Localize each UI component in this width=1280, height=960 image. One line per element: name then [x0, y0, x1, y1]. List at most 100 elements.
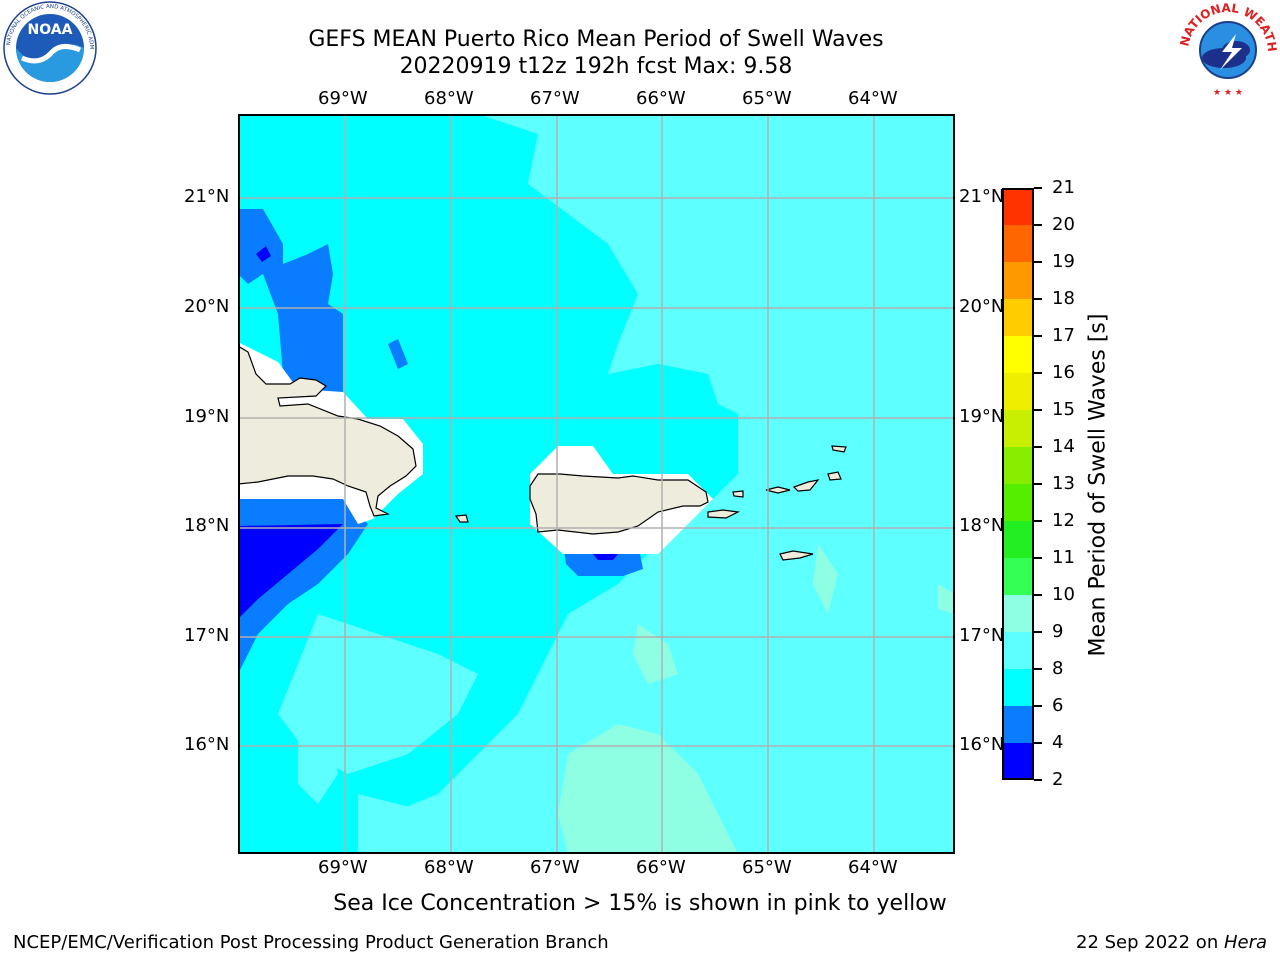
colorbar-segment — [1002, 743, 1034, 780]
colorbar-tick-mark — [1034, 187, 1042, 189]
lon-label-top: 66°W — [636, 88, 686, 109]
colorbar-tick-mark — [1034, 520, 1042, 522]
st-thomas-land — [765, 486, 791, 494]
lat-label-left: 17°N — [184, 625, 230, 646]
colorbar-tick-label: 11 — [1052, 547, 1075, 568]
colorbar-tick-label: 2 — [1052, 769, 1064, 790]
map-frame — [238, 114, 955, 854]
lon-label-top: 69°W — [318, 88, 368, 109]
lat-label-right: 16°N — [959, 734, 1005, 755]
colorbar-tick-label: 18 — [1052, 288, 1075, 309]
sea-ice-note: Sea Ice Concentration > 15% is shown in … — [333, 891, 947, 916]
colorbar-tick-label: 21 — [1052, 177, 1075, 198]
colorbar-segment — [1002, 262, 1034, 299]
colorbar-tick-label: 13 — [1052, 473, 1075, 494]
svg-text:★ ★ ★: ★ ★ ★ — [1213, 88, 1243, 98]
lon-label-top: 68°W — [424, 88, 474, 109]
colorbar-segment — [1002, 595, 1034, 632]
colorbar-segment — [1002, 336, 1034, 373]
colorbar-segment — [1002, 632, 1034, 669]
colorbar-segment — [1002, 447, 1034, 484]
colorbar-tick-label: 17 — [1052, 325, 1075, 346]
map-panel — [237, 114, 955, 854]
lon-label-bottom: 65°W — [742, 857, 792, 878]
footer-date-text: 22 Sep 2022 on — [1076, 932, 1224, 953]
puerto-rico-land — [529, 473, 709, 535]
colorbar-tick-label: 6 — [1052, 695, 1064, 716]
footer-date: 22 Sep 2022 on Hera — [1076, 932, 1267, 954]
colorbar-tick-mark — [1034, 409, 1042, 411]
colorbar-tick-mark — [1034, 224, 1042, 226]
colorbar-tick-mark — [1034, 668, 1042, 670]
hispaniola-land — [237, 344, 417, 517]
lon-label-bottom: 64°W — [848, 857, 898, 878]
colorbar-tick-mark — [1034, 705, 1042, 707]
colorbar-segment — [1002, 521, 1034, 558]
colorbar-tick-label: 4 — [1052, 732, 1064, 753]
colorbar-tick-label: 9 — [1052, 621, 1064, 642]
colorbar-segment — [1002, 669, 1034, 706]
colorbar-tick-mark — [1034, 557, 1042, 559]
colorbar-tick-mark — [1034, 631, 1042, 633]
colorbar-tick-mark — [1034, 594, 1042, 596]
colorbar-tick-mark — [1034, 261, 1042, 263]
colorbar-segment — [1002, 299, 1034, 336]
st-john-land — [792, 479, 820, 492]
lat-label-right: 18°N — [959, 515, 1005, 536]
swell-8-9-regions — [278, 114, 955, 854]
footer-host: Hera — [1223, 932, 1267, 953]
colorbar-tick-label: 16 — [1052, 362, 1075, 383]
noaa-logo: NOAA NATIONAL OCEANIC AND ATMOSPHERIC AD… — [0, 0, 105, 100]
colorbar-tick-mark — [1034, 372, 1042, 374]
colorbar — [1002, 188, 1034, 780]
nws-logo: NATIONAL WEATHER SERVICE ★ ★ ★ — [1173, 0, 1280, 100]
colorbar-segment — [1002, 373, 1034, 410]
colorbar-tick-label: 14 — [1052, 436, 1075, 457]
lon-label-bottom: 69°W — [318, 857, 368, 878]
colorbar-tick-label: 10 — [1052, 584, 1075, 605]
colorbar-tick-mark — [1034, 298, 1042, 300]
chart-title-line1: GEFS MEAN Puerto Rico Mean Period of Swe… — [308, 27, 884, 52]
lat-label-left: 20°N — [184, 296, 230, 317]
colorbar-tick-label: 8 — [1052, 658, 1064, 679]
colorbar-tick-mark — [1034, 446, 1042, 448]
lat-label-right: 21°N — [959, 186, 1005, 207]
lat-label-right: 17°N — [959, 625, 1005, 646]
lon-label-top: 67°W — [530, 88, 580, 109]
vieques-land — [707, 509, 741, 519]
lon-label-bottom: 67°W — [530, 857, 580, 878]
colorbar-tick-mark — [1034, 483, 1042, 485]
swell-9-10-regions — [558, 544, 955, 854]
colorbar-tick-label: 20 — [1052, 214, 1075, 235]
colorbar-segment — [1002, 706, 1034, 743]
svg-text:NOAA: NOAA — [28, 22, 73, 38]
graticule — [238, 114, 955, 854]
lon-label-top: 65°W — [742, 88, 792, 109]
colorbar-tick-mark — [1034, 335, 1042, 337]
colorbar-tick-label: 19 — [1052, 251, 1075, 272]
colorbar-segment — [1002, 558, 1034, 595]
lat-label-left: 21°N — [184, 186, 230, 207]
st-croix-land — [779, 550, 814, 561]
colorbar-segment — [1002, 225, 1034, 262]
colorbar-segment — [1002, 410, 1034, 447]
swell-2-4-regions — [238, 246, 618, 619]
lat-label-left: 16°N — [184, 734, 230, 755]
footer-branch: NCEP/EMC/Verification Post Processing Pr… — [13, 932, 609, 953]
mona-island-land — [454, 514, 469, 523]
anegada-land — [831, 445, 847, 453]
lat-label-left: 18°N — [184, 515, 230, 536]
lat-label-right: 20°N — [959, 296, 1005, 317]
colorbar-segment — [1002, 188, 1034, 225]
lon-label-bottom: 66°W — [636, 857, 686, 878]
colorbar-label: Mean Period of Swell Waves [s] — [1085, 313, 1111, 657]
colorbar-tick-mark — [1034, 742, 1042, 744]
lat-label-right: 19°N — [959, 406, 1005, 427]
lat-label-left: 19°N — [184, 406, 230, 427]
culebra-land — [732, 490, 744, 498]
chart-title-line2: 20220919 t12z 192h fcst Max: 9.58 — [399, 54, 793, 79]
land-areas — [237, 344, 847, 561]
colorbar-segment — [1002, 484, 1034, 521]
lon-label-bottom: 68°W — [424, 857, 474, 878]
colorbar-tick-label: 12 — [1052, 510, 1075, 531]
